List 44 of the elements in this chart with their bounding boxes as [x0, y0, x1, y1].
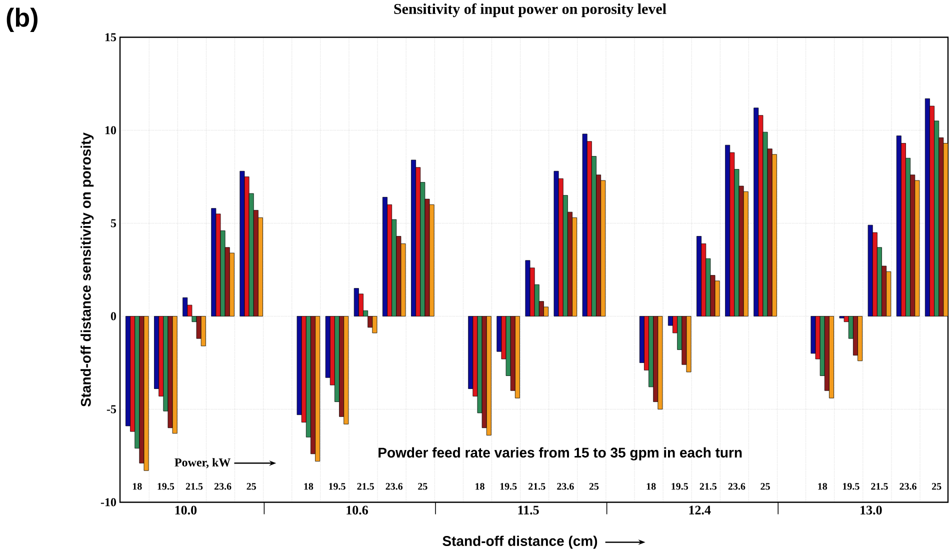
x-tick-label: 23.6 [386, 482, 403, 490]
x-tick-label: 21.5 [871, 482, 888, 490]
text: 12.4 [689, 506, 711, 514]
x-tick-label: 21.5 [528, 482, 546, 490]
y-tick-label: 5 [110, 219, 116, 228]
x-tick-label: 19.5 [158, 482, 174, 490]
x-tick-label: 23.6 [214, 482, 232, 490]
chart-title: Sensitivity of input power on porosity level [394, 3, 666, 18]
x-tick-label: 18 [818, 482, 828, 490]
x-tick-label: 23.6 [728, 482, 746, 490]
x-axis-title: Stand-off distance (cm) [442, 536, 598, 549]
y-tick-label: 15 [105, 33, 116, 42]
text: 10.0 [175, 506, 197, 514]
x-tick-label: 19.5 [329, 482, 346, 490]
y-tick-label: -10 [100, 498, 116, 506]
bar [696, 236, 702, 316]
x-tick-label: 19.5 [500, 482, 517, 490]
text: 13.0 [860, 506, 882, 514]
x-tick-label: 19.5 [842, 482, 860, 490]
annotation: Power, kW [174, 458, 230, 468]
x-tick-label: 18 [132, 482, 142, 490]
x-tick-label: 21.5 [186, 482, 203, 490]
x-tick-label: 25 [932, 482, 942, 490]
x-tick-label: 21.5 [700, 482, 717, 490]
bar [514, 316, 520, 398]
x-tick-label: 21.5 [357, 482, 374, 490]
x-tick-label: 18 [476, 482, 484, 490]
y-tick-label: -5 [106, 405, 116, 414]
y-tick-label: 0 [110, 312, 116, 320]
x-tick-label: 18 [304, 482, 314, 490]
text: (b) [6, 8, 38, 32]
x-tick-label: 23.6 [900, 482, 916, 490]
x-tick-label: 25 [418, 482, 428, 490]
x-tick-label: 25 [760, 482, 770, 490]
x-tick-label: 18 [646, 482, 656, 490]
x-tick-label: 25 [589, 482, 599, 490]
annotation: Powder feed rate varies from 15 to 35 gpm in each turn [378, 447, 742, 460]
text: 11.5 [518, 506, 539, 514]
y-axis-title: Stand-off distance sensitivity on porosity [80, 132, 94, 406]
x-tick-label: 25 [246, 482, 256, 490]
x-tick-label: 19.5 [672, 482, 688, 490]
x-tick-label: 23.6 [557, 482, 574, 490]
y-tick-label: 10 [105, 126, 116, 134]
text: 10.6 [346, 506, 368, 514]
